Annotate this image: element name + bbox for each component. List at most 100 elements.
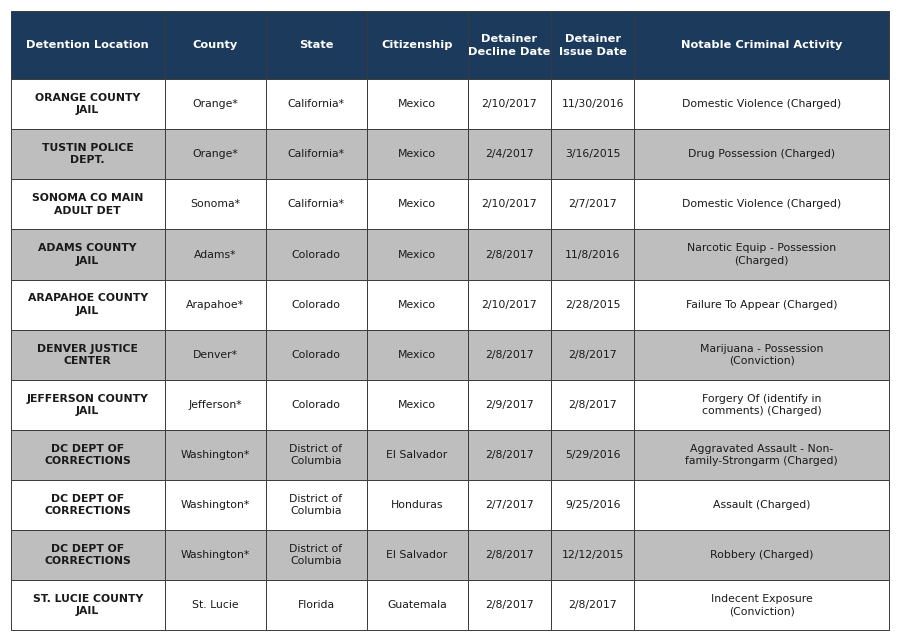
Bar: [551, 530, 634, 580]
Text: Colorado: Colorado: [292, 249, 340, 260]
Text: 3/16/2015: 3/16/2015: [565, 149, 620, 160]
Text: 2/8/2017: 2/8/2017: [485, 600, 534, 611]
Text: 2/8/2017: 2/8/2017: [485, 350, 534, 360]
Bar: [634, 230, 889, 279]
Text: Marijuana - Possession
(Conviction): Marijuana - Possession (Conviction): [700, 343, 824, 366]
Text: Robbery (Charged): Robbery (Charged): [710, 550, 814, 560]
Bar: [634, 79, 889, 130]
Text: Domestic Violence (Charged): Domestic Violence (Charged): [682, 200, 842, 209]
Text: Citizenship: Citizenship: [382, 40, 453, 50]
Text: 2/28/2015: 2/28/2015: [565, 300, 620, 309]
Text: Mexico: Mexico: [398, 300, 436, 309]
Text: St. Lucie: St. Lucie: [192, 600, 238, 611]
Bar: [634, 330, 889, 380]
Text: 5/29/2016: 5/29/2016: [565, 450, 620, 460]
Text: El Salvador: El Salvador: [386, 450, 447, 460]
Bar: [551, 480, 634, 530]
Text: Colorado: Colorado: [292, 400, 340, 410]
Text: DC DEPT OF
CORRECTIONS: DC DEPT OF CORRECTIONS: [44, 444, 131, 466]
Text: Failure To Appear (Charged): Failure To Appear (Charged): [686, 300, 838, 309]
Bar: [266, 380, 366, 430]
Bar: [165, 530, 266, 580]
Bar: [468, 530, 551, 580]
Bar: [634, 11, 889, 79]
Bar: [165, 430, 266, 480]
Bar: [11, 480, 165, 530]
Bar: [551, 79, 634, 130]
Bar: [551, 330, 634, 380]
Bar: [165, 380, 266, 430]
Bar: [366, 230, 468, 279]
Text: ADAMS COUNTY
JAIL: ADAMS COUNTY JAIL: [39, 243, 137, 265]
Bar: [551, 279, 634, 330]
Text: California*: California*: [287, 149, 345, 160]
Text: Mexico: Mexico: [398, 149, 436, 160]
Bar: [468, 330, 551, 380]
Text: 2/8/2017: 2/8/2017: [569, 600, 617, 611]
Bar: [11, 530, 165, 580]
Text: Adams*: Adams*: [194, 249, 237, 260]
Text: Forgery Of (identify in
comments) (Charged): Forgery Of (identify in comments) (Charg…: [702, 394, 822, 416]
Text: Domestic Violence (Charged): Domestic Violence (Charged): [682, 99, 842, 109]
Bar: [366, 330, 468, 380]
Bar: [266, 480, 366, 530]
Bar: [11, 279, 165, 330]
Bar: [11, 430, 165, 480]
Bar: [165, 330, 266, 380]
Bar: [165, 79, 266, 130]
Bar: [468, 179, 551, 230]
Bar: [366, 530, 468, 580]
Text: Mexico: Mexico: [398, 249, 436, 260]
Bar: [366, 11, 468, 79]
Text: SONOMA CO MAIN
ADULT DET: SONOMA CO MAIN ADULT DET: [32, 193, 143, 216]
Bar: [468, 580, 551, 630]
Bar: [11, 130, 165, 179]
Bar: [266, 330, 366, 380]
Text: Notable Criminal Activity: Notable Criminal Activity: [681, 40, 842, 50]
Text: El Salvador: El Salvador: [386, 550, 447, 560]
Bar: [634, 530, 889, 580]
Text: District of
Columbia: District of Columbia: [290, 444, 343, 466]
Text: JEFFERSON COUNTY
JAIL: JEFFERSON COUNTY JAIL: [27, 394, 148, 416]
Bar: [165, 230, 266, 279]
Bar: [366, 380, 468, 430]
Text: Narcotic Equip - Possession
(Charged): Narcotic Equip - Possession (Charged): [688, 243, 836, 265]
Bar: [468, 130, 551, 179]
Text: Washington*: Washington*: [180, 450, 249, 460]
Bar: [165, 580, 266, 630]
Text: 12/12/2015: 12/12/2015: [562, 550, 624, 560]
Bar: [11, 580, 165, 630]
Bar: [634, 179, 889, 230]
Text: Mexico: Mexico: [398, 99, 436, 109]
Bar: [634, 380, 889, 430]
Text: District of
Columbia: District of Columbia: [290, 544, 343, 567]
Text: 2/10/2017: 2/10/2017: [482, 300, 537, 309]
Text: Washington*: Washington*: [180, 500, 249, 510]
Text: District of
Columbia: District of Columbia: [290, 494, 343, 516]
Text: 2/8/2017: 2/8/2017: [569, 350, 617, 360]
Bar: [366, 480, 468, 530]
Bar: [634, 480, 889, 530]
Bar: [366, 130, 468, 179]
Text: 2/7/2017: 2/7/2017: [569, 200, 617, 209]
Bar: [266, 230, 366, 279]
Bar: [468, 230, 551, 279]
Text: 2/4/2017: 2/4/2017: [485, 149, 534, 160]
Text: 2/8/2017: 2/8/2017: [485, 450, 534, 460]
Bar: [11, 230, 165, 279]
Bar: [266, 11, 366, 79]
Bar: [11, 11, 165, 79]
Text: Drug Possession (Charged): Drug Possession (Charged): [688, 149, 835, 160]
Bar: [468, 11, 551, 79]
Bar: [551, 179, 634, 230]
Text: Mexico: Mexico: [398, 400, 436, 410]
Text: Indecent Exposure
(Conviction): Indecent Exposure (Conviction): [711, 594, 813, 616]
Text: ARAPAHOE COUNTY
JAIL: ARAPAHOE COUNTY JAIL: [28, 293, 148, 316]
Text: DC DEPT OF
CORRECTIONS: DC DEPT OF CORRECTIONS: [44, 544, 131, 567]
Bar: [165, 11, 266, 79]
Text: 2/10/2017: 2/10/2017: [482, 99, 537, 109]
Bar: [11, 380, 165, 430]
Bar: [366, 79, 468, 130]
Text: TUSTIN POLICE
DEPT.: TUSTIN POLICE DEPT.: [41, 143, 133, 165]
Bar: [266, 430, 366, 480]
